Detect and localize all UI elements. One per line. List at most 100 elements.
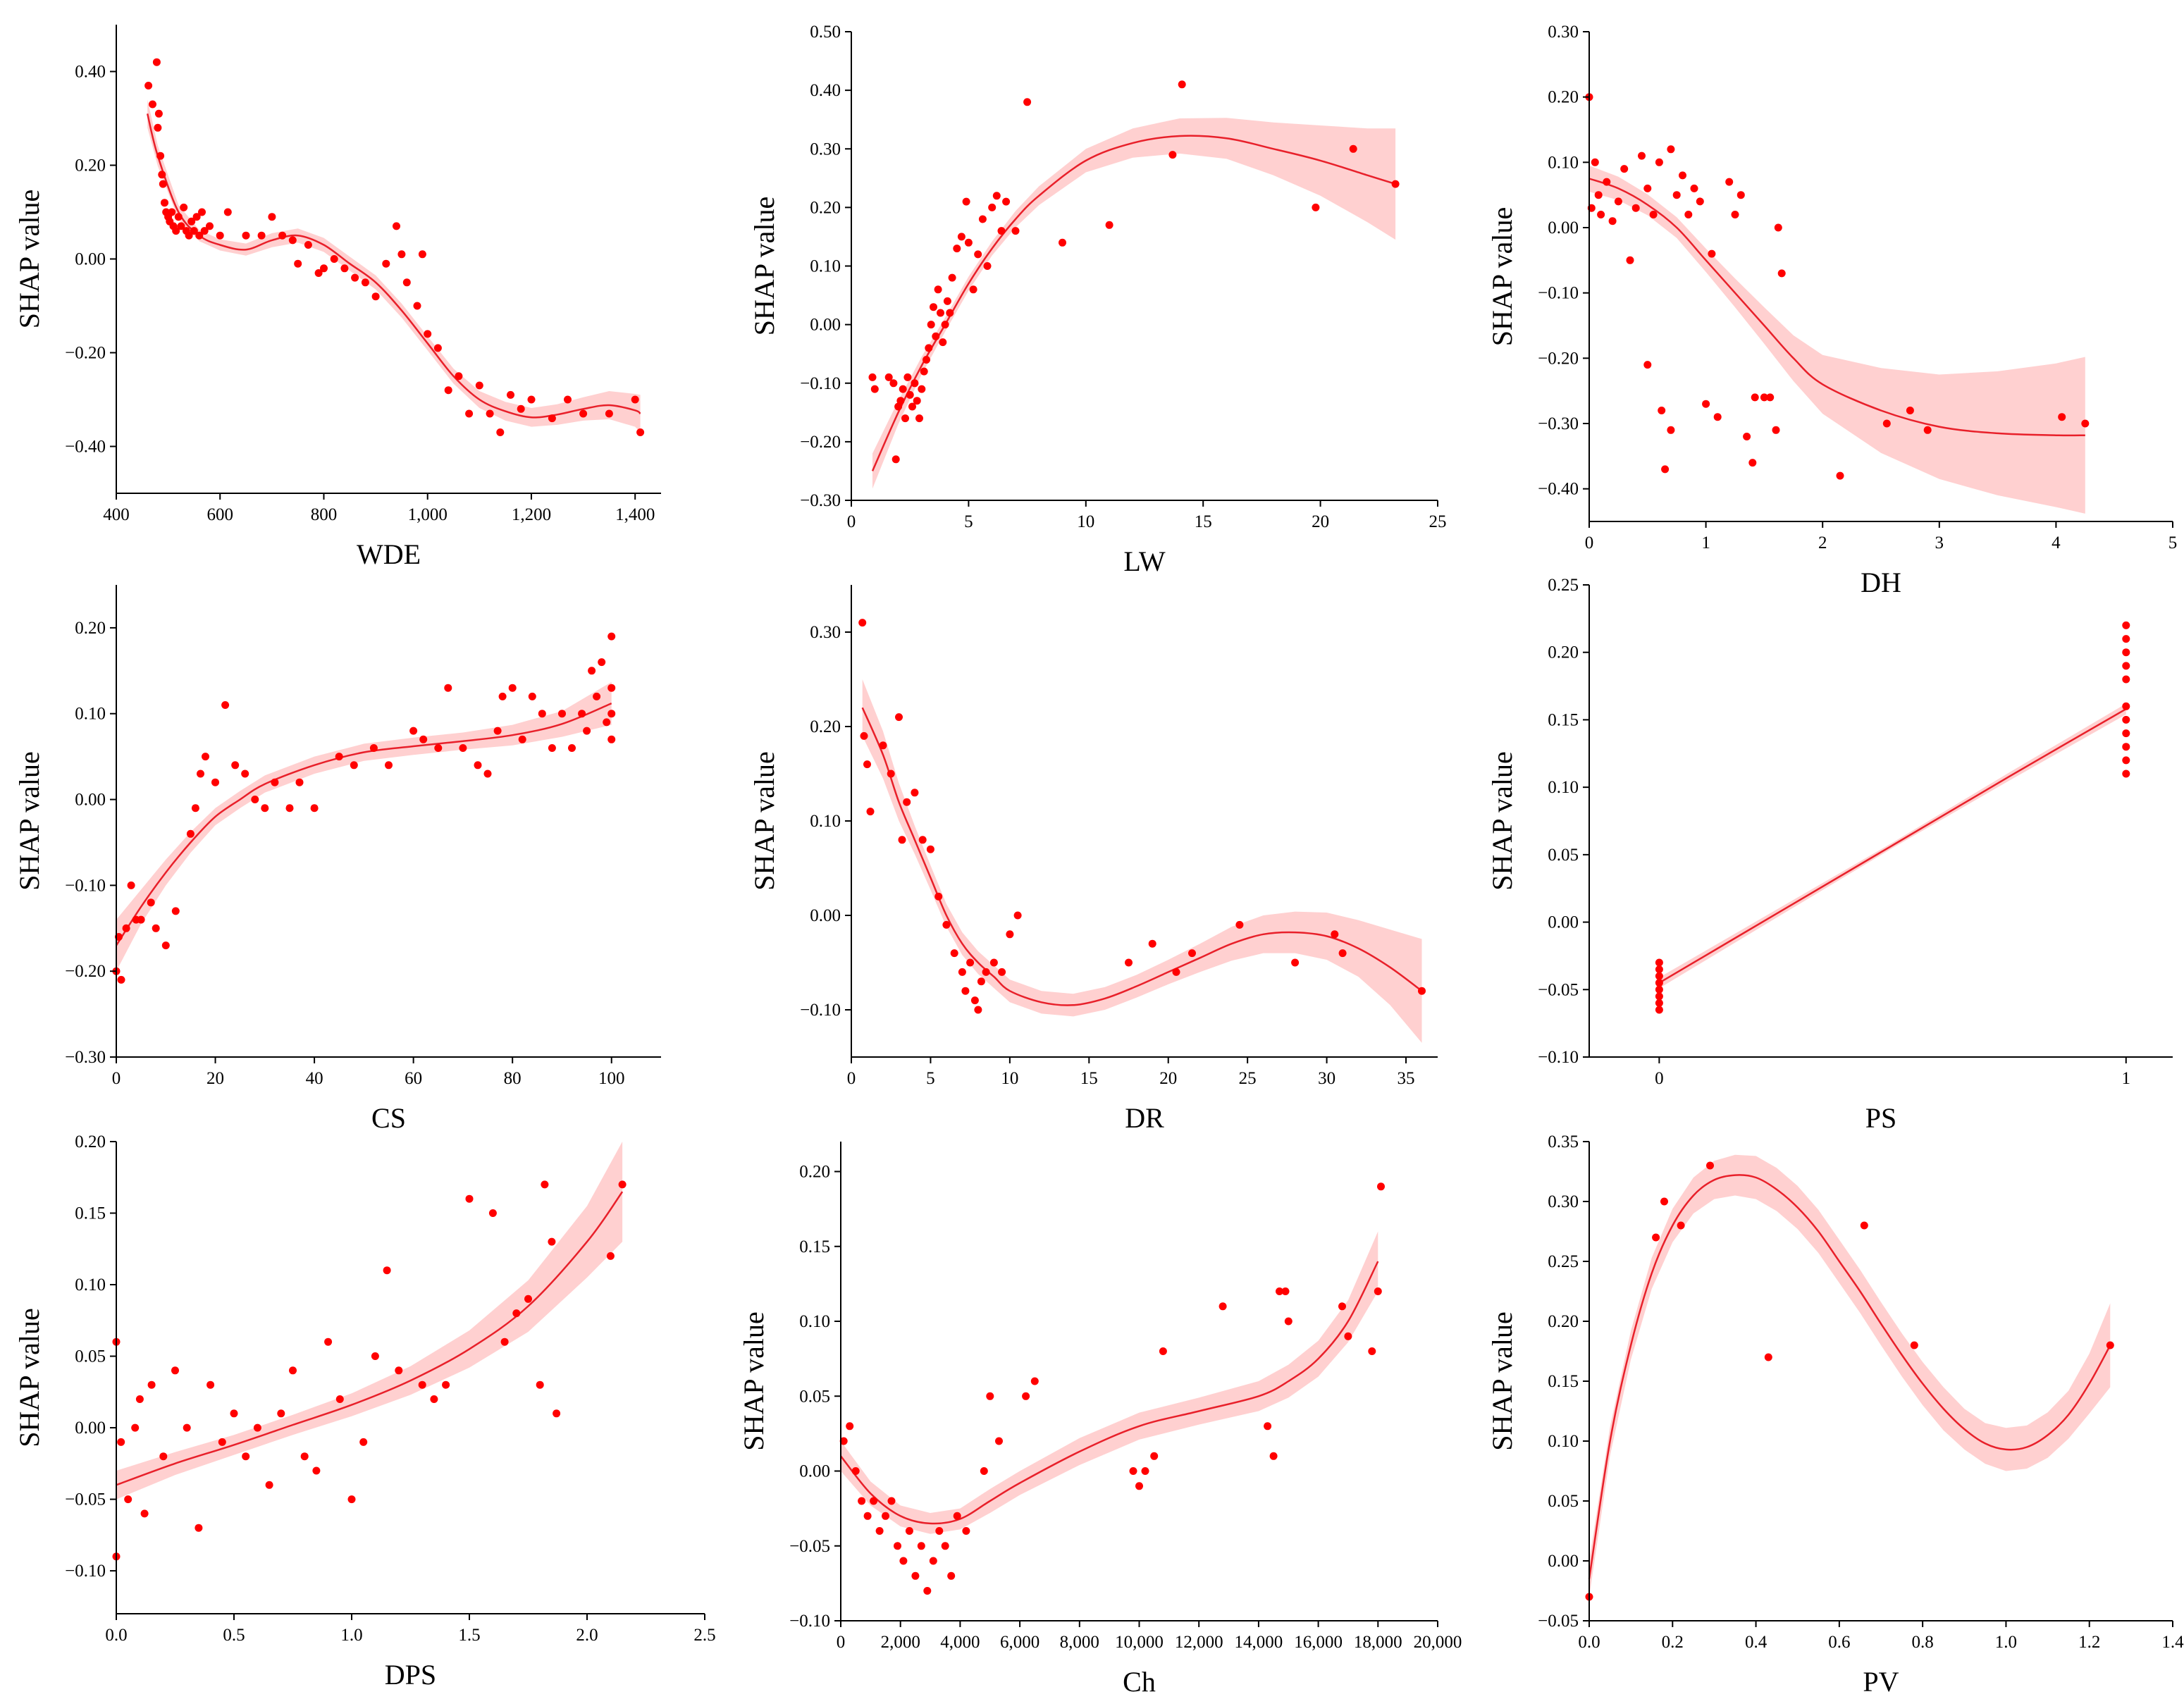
data-point xyxy=(1643,184,1652,192)
chart-lw: 0 5 10 15 20 25 −0.30 −0.20 −0.10 0.00 0.10 0.20 0.3… xyxy=(748,23,1447,577)
data-point xyxy=(1655,985,1663,994)
data-point xyxy=(156,152,165,160)
x-tick-label: 5 xyxy=(926,1069,935,1088)
data-point xyxy=(1608,217,1617,225)
data-point xyxy=(863,1512,872,1520)
y-tick-label: 0.05 xyxy=(799,1387,830,1406)
data-point xyxy=(1906,407,1914,414)
data-point xyxy=(455,372,463,381)
data-point xyxy=(541,1180,549,1189)
data-point xyxy=(413,302,421,310)
data-point xyxy=(285,804,294,813)
data-point xyxy=(140,1509,149,1518)
data-point xyxy=(295,778,304,786)
x-tick-label: 14,000 xyxy=(1235,1633,1283,1652)
data-point xyxy=(1368,1347,1376,1355)
data-point xyxy=(383,1266,391,1275)
data-point xyxy=(350,761,358,770)
data-point xyxy=(1667,145,1675,154)
data-point xyxy=(1377,1182,1385,1191)
data-point xyxy=(1284,1317,1292,1326)
data-point xyxy=(124,1495,132,1504)
data-point xyxy=(190,227,198,235)
x-axis-label: Ch xyxy=(1123,1666,1156,1698)
x-axis-label: PS xyxy=(1865,1102,1897,1134)
x-tick-label: 2,000 xyxy=(881,1633,920,1652)
data-point xyxy=(117,1438,125,1446)
y-tick-label: 0.30 xyxy=(1548,23,1579,42)
x-tick-label: 0 xyxy=(112,1069,121,1088)
data-point xyxy=(1652,1233,1660,1242)
data-point xyxy=(889,379,898,388)
data-point xyxy=(1713,413,1722,421)
data-point xyxy=(1291,958,1300,967)
data-point xyxy=(579,409,588,418)
data-point xyxy=(905,1527,913,1535)
x-tick-label: 30 xyxy=(1318,1069,1335,1088)
data-point xyxy=(934,892,943,901)
x-axis-label: WDE xyxy=(357,538,421,570)
data-point xyxy=(198,208,206,216)
data-point xyxy=(500,1337,509,1346)
data-point xyxy=(385,761,393,770)
data-point xyxy=(1591,158,1599,166)
confidence-band xyxy=(862,679,1422,1043)
fit-curve xyxy=(146,113,641,419)
data-point xyxy=(896,397,905,405)
y-tick-label: 0.00 xyxy=(1548,218,1579,237)
x-tick-label: 80 xyxy=(504,1069,522,1088)
y-tick-label: −0.05 xyxy=(1538,980,1579,999)
data-point xyxy=(442,1380,450,1389)
data-point xyxy=(1655,965,1663,974)
x-tick-label: 15 xyxy=(1080,1069,1098,1088)
data-point xyxy=(948,273,956,282)
y-axis-label: SHAP value xyxy=(1486,207,1518,346)
data-point xyxy=(2122,675,2130,684)
data-point xyxy=(879,741,887,750)
x-tick-label: 10 xyxy=(1001,1069,1018,1088)
data-point xyxy=(1159,1347,1167,1355)
data-point xyxy=(636,428,645,436)
data-point xyxy=(943,297,951,305)
data-point xyxy=(970,996,979,1005)
data-point xyxy=(974,250,982,259)
data-point xyxy=(937,309,944,317)
data-point xyxy=(1923,426,1932,434)
y-tick-label: −0.10 xyxy=(1538,284,1579,303)
data-point xyxy=(899,1557,908,1565)
x-tick-label: 8,000 xyxy=(1060,1633,1099,1652)
x-tick-label: 16,000 xyxy=(1294,1633,1343,1652)
data-point xyxy=(288,236,297,245)
data-point xyxy=(230,1409,238,1418)
data-point xyxy=(195,1524,203,1532)
data-point xyxy=(444,684,452,692)
data-point xyxy=(606,1252,615,1260)
data-point xyxy=(887,770,895,778)
x-tick-label: 25 xyxy=(1429,512,1447,531)
data-point xyxy=(953,1512,961,1520)
y-tick-label: 0.25 xyxy=(1548,576,1579,595)
x-tick-label: 2.0 xyxy=(576,1626,598,1645)
y-tick-label: −0.20 xyxy=(65,962,106,981)
data-point xyxy=(1766,393,1775,402)
data-point xyxy=(941,321,949,329)
x-tick-label: 1.4 xyxy=(2161,1633,2184,1652)
data-point xyxy=(1594,191,1603,199)
data-point xyxy=(1418,987,1426,995)
data-point xyxy=(906,390,914,399)
data-point xyxy=(2122,729,2130,738)
x-tick-label: 20,000 xyxy=(1414,1633,1462,1652)
data-point xyxy=(1105,221,1113,229)
data-point xyxy=(1614,197,1622,206)
x-tick-label: 1.0 xyxy=(1995,1633,2017,1652)
data-point xyxy=(161,199,168,207)
data-point xyxy=(974,1006,982,1014)
y-axis-label: SHAP value xyxy=(1486,751,1518,890)
confidence-band xyxy=(147,99,641,433)
y-tick-label: −0.05 xyxy=(789,1537,830,1556)
data-point xyxy=(2106,1341,2114,1349)
x-tick-label: 35 xyxy=(1398,1069,1415,1088)
y-tick-label: −0.10 xyxy=(800,1001,841,1020)
y-tick-label: 0.05 xyxy=(1548,846,1579,865)
data-point xyxy=(2122,770,2130,778)
